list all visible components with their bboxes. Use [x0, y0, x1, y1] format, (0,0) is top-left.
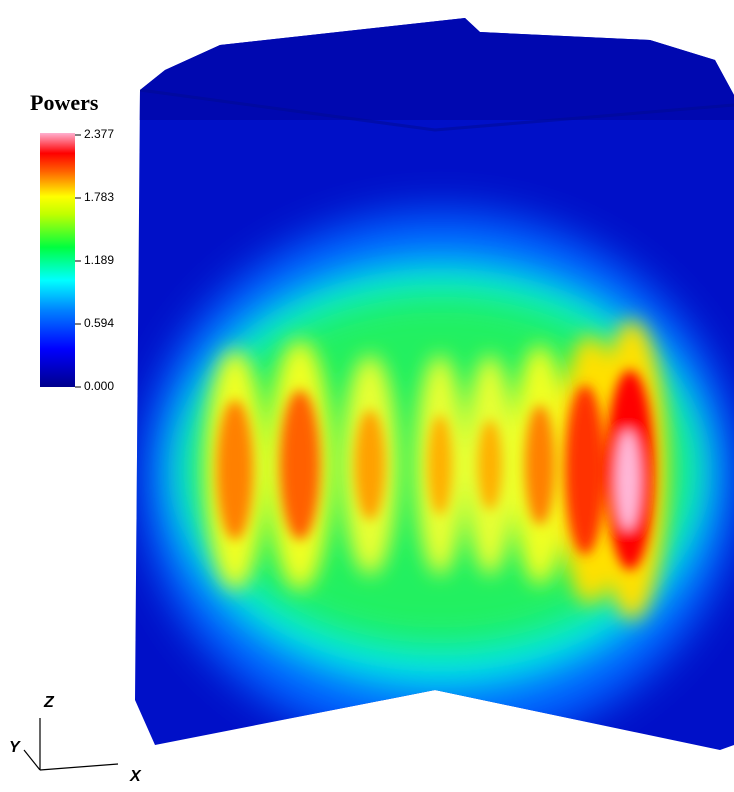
colorbar-tick-label: 1.783	[84, 190, 114, 204]
colorbar-tick-label: 1.189	[84, 253, 114, 267]
colorbar-tick-label: 2.377	[84, 127, 114, 141]
colorbar	[40, 133, 75, 387]
power-render	[135, 18, 734, 750]
axis-y: Y	[9, 739, 21, 756]
colorbar-tick-label: 0.000	[84, 379, 114, 393]
legend-title: Powers	[30, 90, 99, 115]
axes-triad	[23, 718, 119, 771]
colorbar-tick-label: 0.594	[84, 316, 114, 330]
axis-z: Z	[43, 694, 55, 711]
axis-x: X	[129, 768, 142, 785]
